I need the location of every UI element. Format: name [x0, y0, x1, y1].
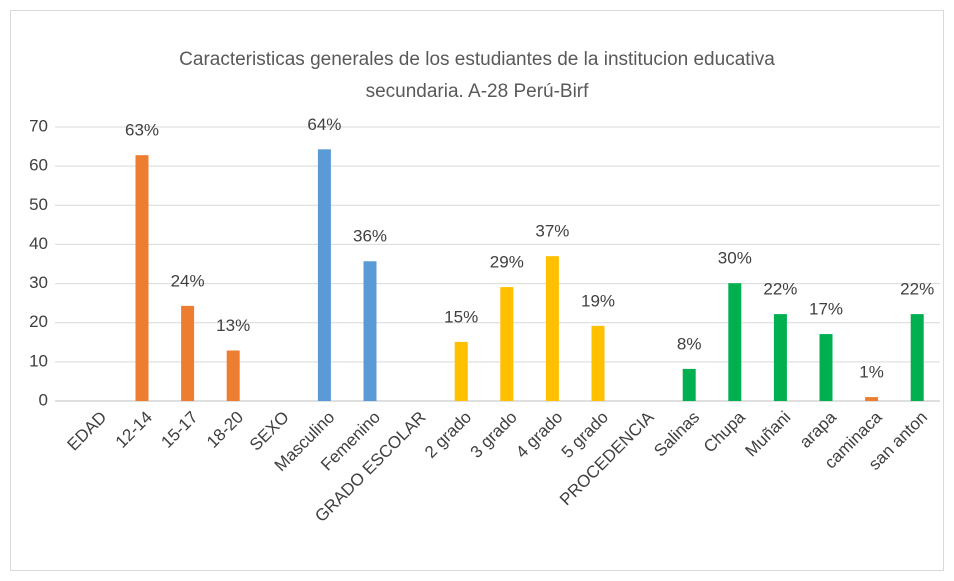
bar	[226, 350, 240, 401]
bar	[865, 397, 879, 401]
data-label: 13%	[216, 316, 250, 335]
bar	[682, 368, 696, 401]
data-label: 36%	[353, 227, 387, 246]
bar	[181, 305, 195, 401]
data-label: 22%	[763, 280, 797, 299]
y-tick-label: 60	[29, 156, 48, 175]
bar	[819, 334, 833, 401]
data-label: 22%	[900, 280, 934, 299]
bar	[545, 256, 559, 401]
data-label: 17%	[809, 300, 843, 319]
bar	[728, 283, 742, 401]
chart-title: Caracteristicas generales de los estudia…	[179, 49, 775, 102]
bar	[135, 155, 149, 401]
data-label: 29%	[490, 253, 524, 272]
data-label: 63%	[125, 121, 159, 140]
bar	[454, 341, 468, 401]
data-label: 24%	[171, 271, 205, 290]
y-tick-label: 0	[39, 390, 48, 409]
bar	[317, 149, 331, 401]
y-tick-label: 50	[29, 195, 48, 214]
y-tick-label: 70	[29, 116, 48, 135]
y-tick-label: 40	[29, 234, 48, 253]
data-label: 64%	[307, 115, 341, 134]
y-tick-label: 30	[29, 273, 48, 292]
data-label: 8%	[677, 334, 702, 353]
data-label: 30%	[718, 249, 752, 268]
bar	[500, 287, 514, 401]
bar	[363, 261, 377, 401]
data-label: 15%	[444, 307, 478, 326]
data-label: 37%	[535, 222, 569, 241]
y-tick-label: 10	[29, 351, 48, 370]
chart-frame	[10, 10, 944, 571]
y-tick-label: 20	[29, 312, 48, 331]
data-label: 1%	[859, 363, 884, 382]
bar	[910, 314, 924, 401]
bar	[591, 325, 605, 401]
data-label: 19%	[581, 291, 615, 310]
bar	[773, 314, 787, 401]
